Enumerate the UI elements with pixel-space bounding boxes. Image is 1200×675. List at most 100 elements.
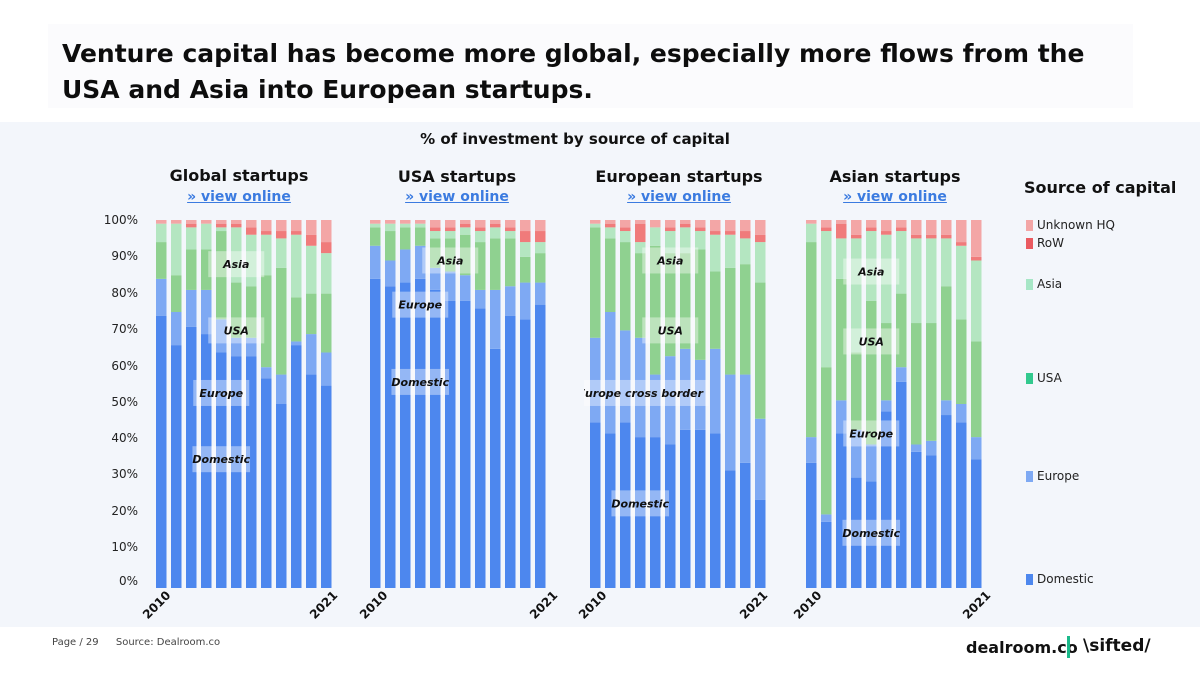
bar-segment-row bbox=[276, 231, 287, 239]
bar-segment-row bbox=[665, 227, 676, 232]
bar-segment-asia bbox=[156, 223, 167, 243]
bar-segment-unknown-hq bbox=[926, 220, 937, 235]
bar-segment-domestic bbox=[430, 289, 441, 588]
bar-segment-domestic bbox=[276, 404, 287, 588]
bar-segment-unknown-hq bbox=[896, 220, 907, 228]
y-tick-label: 20% bbox=[111, 504, 138, 518]
bar-segment-asia bbox=[216, 227, 227, 232]
bar-segment-unknown-hq bbox=[520, 220, 531, 232]
view-online-link-asia[interactable]: » view online bbox=[843, 189, 947, 205]
bar-segment-unknown-hq bbox=[306, 220, 317, 235]
chart-title-europe: European startups bbox=[595, 167, 763, 186]
bar-segment-europe bbox=[605, 312, 616, 434]
bar-segment-row bbox=[186, 223, 197, 228]
bar-segment-usa bbox=[415, 227, 426, 246]
bar-segment-domestic bbox=[321, 385, 332, 588]
y-tick-label: 50% bbox=[111, 395, 138, 409]
bar-segment-unknown-hq bbox=[620, 220, 631, 228]
bar-segment-europe bbox=[306, 334, 317, 375]
y-tick-label: 80% bbox=[111, 286, 138, 300]
bar-segment-row bbox=[896, 227, 907, 232]
bar-segment-europe bbox=[291, 341, 302, 346]
bar-segment-asia bbox=[490, 227, 501, 239]
bar-segment-asia bbox=[926, 238, 937, 324]
bar-segment-unknown-hq bbox=[445, 220, 456, 228]
bar-segment-usa bbox=[276, 267, 287, 375]
bar-segment-europe bbox=[520, 282, 531, 320]
legend-title: Source of capital bbox=[1024, 178, 1177, 197]
european-startups-chart: Asia USA Europe cross border Domestic bbox=[584, 220, 766, 588]
bar-segment-domestic bbox=[710, 433, 721, 588]
bar-segment-usa bbox=[291, 297, 302, 342]
bar-segment-row bbox=[695, 227, 706, 232]
bar-segment-usa bbox=[156, 242, 167, 279]
bar-segment-europe bbox=[276, 374, 287, 404]
bar-segment-domestic bbox=[520, 319, 531, 588]
bar-segment-usa bbox=[505, 238, 516, 287]
annotation-label: Europe bbox=[398, 299, 442, 312]
annotation-label: Domestic bbox=[391, 376, 449, 389]
bar-segment-usa bbox=[246, 286, 257, 338]
bar-segment-usa bbox=[605, 238, 616, 312]
bar-segment-usa bbox=[851, 352, 862, 430]
bar-segment-europe bbox=[806, 437, 817, 463]
bar-segment-europe bbox=[430, 267, 441, 290]
y-tick-label: 60% bbox=[111, 359, 138, 373]
bar-segment-domestic bbox=[590, 422, 601, 588]
bar-segment-domestic bbox=[971, 459, 982, 588]
bar-segment-asia bbox=[535, 242, 546, 254]
annotation-box bbox=[193, 379, 250, 406]
chart-title-usa: USA startups bbox=[397, 167, 517, 186]
bar-segment-unknown-hq bbox=[291, 220, 302, 232]
bar-segment-row bbox=[680, 223, 691, 228]
bar-segment-usa bbox=[710, 271, 721, 349]
annotation-label: Domestic bbox=[842, 527, 900, 540]
bar-segment-asia bbox=[836, 238, 847, 279]
bar-segment-domestic bbox=[231, 356, 242, 588]
chart-subtitle: % of investment by source of capital bbox=[420, 130, 730, 148]
bar-segment-europe bbox=[171, 312, 182, 346]
bar-segment-unknown-hq bbox=[490, 220, 501, 224]
bar-segment-europe bbox=[650, 374, 661, 438]
bar-segment-usa bbox=[971, 341, 982, 438]
bar-segment-asia bbox=[941, 238, 952, 287]
bar-segment-unknown-hq bbox=[216, 220, 227, 224]
bar-segment-unknown-hq bbox=[695, 220, 706, 228]
bar-segment-usa bbox=[231, 282, 242, 338]
bar-segment-asia bbox=[605, 227, 616, 239]
bar-segment-domestic bbox=[505, 315, 516, 588]
bar-segment-asia bbox=[725, 234, 736, 268]
bar-segment-row bbox=[620, 227, 631, 232]
annotation-label: USA bbox=[224, 324, 249, 337]
bar-segment-unknown-hq bbox=[605, 220, 616, 224]
bar-segment-europe bbox=[725, 374, 736, 471]
bar-segment-usa bbox=[740, 264, 751, 375]
bar-segment-domestic bbox=[896, 381, 907, 588]
bar-segment-domestic bbox=[665, 444, 676, 588]
bar-segment-usa bbox=[881, 323, 892, 401]
y-tick-label: 0% bbox=[118, 574, 138, 588]
asian-startups-chart: Asia USA Europe Domestic bbox=[806, 220, 982, 588]
bar-segment-europe bbox=[866, 444, 877, 482]
bar-segment-unknown-hq bbox=[261, 220, 272, 232]
view-online-link-usa[interactable]: » view online bbox=[405, 189, 509, 205]
view-online-link-europe[interactable]: » view online bbox=[627, 189, 731, 205]
bar-segment-domestic bbox=[475, 308, 486, 588]
bar-segment-europe bbox=[186, 289, 197, 327]
bar-segment-usa bbox=[836, 278, 847, 401]
bar-segment-usa bbox=[911, 323, 922, 445]
annotation-label: USA bbox=[658, 324, 683, 337]
bar-segment-row bbox=[881, 231, 892, 235]
bar-segment-unknown-hq bbox=[186, 220, 197, 224]
bar-segment-usa bbox=[370, 227, 381, 246]
bar-segment-usa bbox=[635, 253, 646, 338]
bar-segment-europe bbox=[590, 337, 601, 423]
bar-segment-usa bbox=[535, 253, 546, 283]
bar-segment-europe bbox=[490, 289, 501, 349]
bar-segment-unknown-hq bbox=[665, 220, 676, 228]
bar-segment-europe bbox=[836, 400, 847, 434]
bar-segment-usa bbox=[926, 323, 937, 441]
annotation-label: Domestic bbox=[192, 453, 250, 466]
view-online-link-global[interactable]: » view online bbox=[187, 189, 291, 205]
bar-segment-asia bbox=[400, 223, 411, 228]
